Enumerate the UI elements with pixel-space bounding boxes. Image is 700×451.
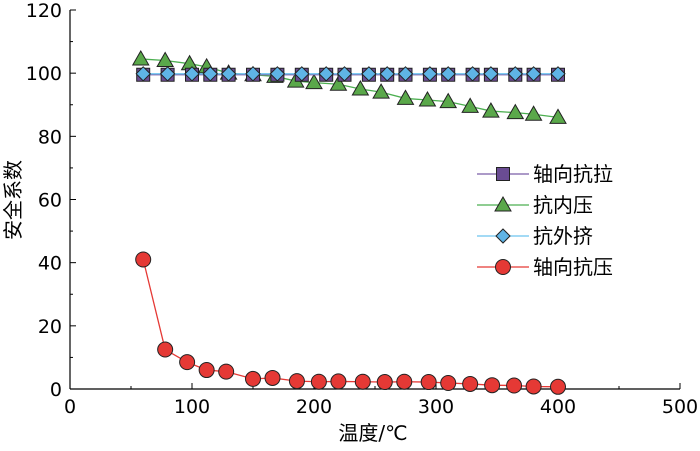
legend-label: 轴向抗拉: [533, 162, 613, 186]
y-tick-label: 120: [26, 0, 62, 22]
legend-marker: [495, 259, 511, 275]
data-point: [288, 373, 305, 390]
data-point: [159, 66, 176, 82]
data-point: [131, 49, 150, 66]
y-tick-label: 60: [38, 190, 62, 212]
data-point: [361, 66, 377, 82]
data-point: [264, 369, 281, 386]
tick-marks: [69, 9, 681, 390]
data-point: [157, 341, 174, 358]
x-tick-label: 400: [540, 396, 576, 418]
data-point: [351, 79, 370, 96]
data-point: [507, 66, 524, 82]
x-tick-label: 500: [662, 396, 698, 418]
data-point: [396, 373, 413, 390]
data-point: [440, 66, 456, 82]
data-point: [482, 102, 500, 118]
data-point: [329, 75, 348, 91]
y-axis-title: 安全系数: [1, 160, 25, 240]
data-point: [202, 66, 219, 82]
y-tick-label: 80: [38, 126, 62, 148]
data-point: [525, 66, 542, 82]
data-point: [318, 66, 334, 82]
data-point: [524, 105, 543, 121]
series-circle: [135, 251, 566, 395]
legend-marker: [496, 167, 510, 181]
data-point: [462, 375, 479, 392]
legend-label: 轴向抗压: [533, 255, 613, 279]
data-point: [179, 354, 196, 371]
legend-label: 抗外挤: [533, 224, 593, 248]
legend-entry: 抗内压: [477, 193, 593, 217]
y-tick-label: 20: [38, 316, 62, 338]
data-point: [506, 377, 523, 394]
data-point: [483, 66, 499, 82]
data-point: [376, 374, 393, 391]
data-point: [310, 373, 327, 390]
data-point: [439, 92, 458, 109]
x-tick-label: 0: [64, 396, 76, 418]
x-tick-label: 200: [296, 396, 332, 418]
series-diamond: [135, 66, 566, 82]
data-point: [418, 91, 437, 107]
data-point: [484, 377, 501, 394]
y-tick-label: 0: [50, 379, 62, 401]
x-axis-title: 温度/℃: [338, 421, 407, 445]
data-point: [525, 378, 542, 395]
data-point: [330, 373, 347, 390]
data-point: [135, 251, 152, 268]
data-point: [464, 66, 481, 82]
data-point: [422, 66, 438, 82]
data-point: [184, 66, 200, 82]
x-tick-label: 100: [174, 396, 210, 418]
data-point: [354, 373, 371, 390]
data-point: [461, 97, 480, 113]
data-point: [218, 363, 235, 380]
data-point: [379, 66, 395, 82]
data-point: [269, 66, 286, 82]
data-point: [549, 108, 567, 124]
legend-label: 抗内压: [533, 193, 593, 217]
y-tick-label: 40: [38, 253, 62, 275]
legend-entry: 轴向抗拉: [477, 162, 613, 186]
data-point: [336, 66, 353, 82]
series-triangle: [131, 49, 567, 124]
data-point: [397, 66, 414, 82]
data-point: [550, 66, 566, 82]
data-point: [550, 378, 566, 395]
legend-marker: [494, 195, 512, 212]
data-point: [135, 66, 151, 82]
data-point: [198, 362, 215, 379]
tick-labels: 0 100 200 300 400 500 0 20 40 60 80 100 120: [26, 0, 698, 418]
series-group: [131, 49, 567, 395]
legend-marker: [495, 228, 511, 244]
data-point: [156, 51, 175, 68]
data-point: [245, 66, 261, 82]
data-point: [372, 83, 390, 99]
data-point: [440, 374, 457, 391]
legend-entry: 轴向抗压: [477, 255, 613, 279]
data-point: [396, 89, 415, 105]
data-point: [305, 73, 323, 90]
legend-entry: 抗外挤: [477, 224, 593, 248]
data-point: [220, 66, 237, 82]
y-tick-label: 100: [26, 63, 62, 85]
data-point: [506, 103, 525, 120]
data-point: [245, 370, 261, 387]
data-point: [294, 66, 310, 82]
data-point: [420, 374, 437, 391]
x-tick-label: 300: [418, 396, 454, 418]
